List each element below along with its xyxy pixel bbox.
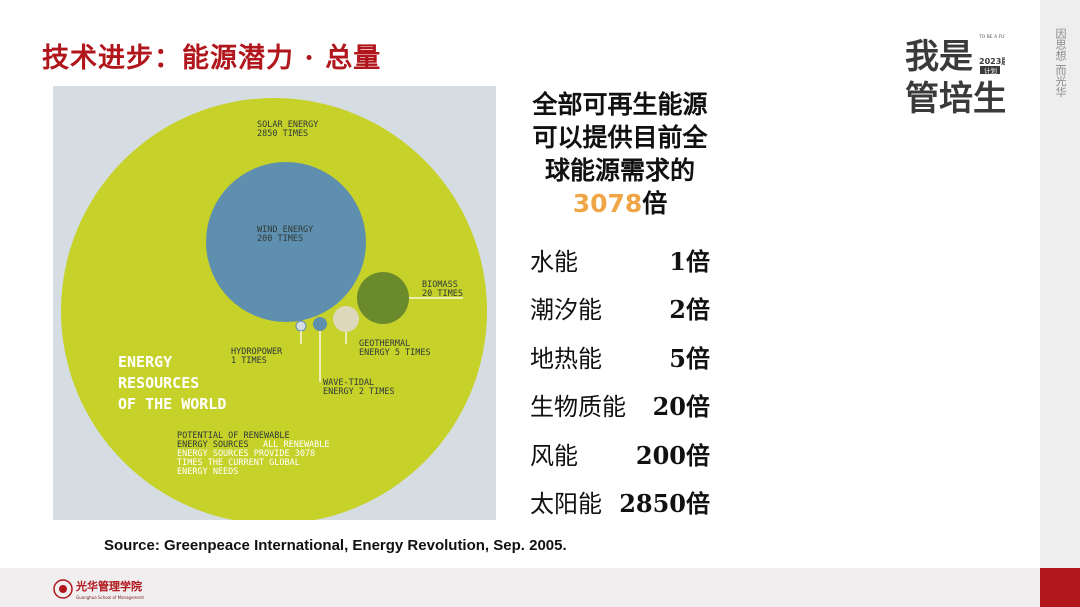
- energy-row-label: 生物质能: [530, 393, 626, 421]
- logo-main-text-1: 我是: [905, 37, 973, 77]
- slide-title: 技术进步：能源潜力 · 总量: [42, 43, 382, 74]
- energy-row: 太阳能 2850倍: [530, 484, 710, 524]
- logo-main-text-2: 管培生: [905, 79, 1005, 118]
- energy-row-label: 太阳能: [530, 490, 602, 518]
- school-name-en: Guanghua School of Management: [76, 595, 144, 600]
- energy-row-label: 地热能: [530, 345, 602, 373]
- energy-row: 潮汐能 2倍: [530, 290, 710, 330]
- energy-row-value: 1倍: [669, 247, 710, 276]
- geothermal-label-1: GEOTHERMAL: [359, 339, 410, 349]
- energy-row: 风能 200倍: [530, 436, 710, 476]
- wind-label-2: 200 TIMES: [257, 234, 303, 244]
- wave-tidal-label-1: WAVE-TIDAL: [323, 378, 374, 388]
- side-slogan: 因思想 而光华: [1054, 28, 1067, 98]
- potential-label-inline: ALL RENEWABLE: [263, 440, 330, 450]
- potential-label-3: ENERGY SOURCES PROVIDE 3078: [177, 449, 315, 459]
- potential-label-5: ENERGY NEEDS: [177, 467, 238, 477]
- school-emblem-icon: [53, 579, 73, 599]
- logo-badge: 计划: [984, 66, 997, 75]
- main-label-1: ENERGY: [118, 353, 172, 371]
- hydropower-label-2: 1 TIMES: [231, 356, 267, 366]
- energy-row-label: 风能: [530, 442, 578, 470]
- solar-label-1: SOLAR ENERGY: [257, 120, 318, 130]
- headline-line-3: 球能源需求的: [544, 156, 695, 185]
- headline-suffix: 倍: [642, 189, 668, 218]
- headline-line-2: 可以提供目前全: [532, 123, 708, 152]
- wind-energy-circle: [206, 162, 366, 322]
- potential-label-4: TIMES THE CURRENT GLOBAL: [177, 458, 300, 468]
- school-name-cn: 光华管理学院: [75, 579, 142, 593]
- energy-row-value: 5倍: [669, 344, 710, 373]
- footer-accent: [1040, 568, 1080, 607]
- energy-row: 水能 1倍: [530, 242, 710, 282]
- hydropower-label-1: HYDROPOWER: [231, 347, 283, 357]
- energy-row-value: 2倍: [669, 295, 710, 324]
- wave-tidal-label-2: ENERGY 2 TIMES: [323, 387, 395, 397]
- energy-resources-diagram: SOLAR ENERGY 2850 TIMES WIND ENERGY 200 …: [53, 86, 496, 520]
- logo-year: 2023届: [979, 57, 1005, 66]
- energy-row-value: 20倍: [652, 392, 710, 421]
- energy-row-value: 2850倍: [619, 489, 710, 518]
- biomass-label-2: 20 TIMES: [422, 289, 463, 299]
- source-citation: Source: Greenpeace International, Energy…: [104, 537, 567, 554]
- geothermal-label-2: ENERGY 5 TIMES: [359, 348, 431, 358]
- headline-line-1: 全部可再生能源: [532, 90, 708, 119]
- logo-badge-bg: [980, 66, 1000, 74]
- main-label-2: RESOURCES: [118, 374, 199, 392]
- potential-label-1: POTENTIAL OF RENEWABLE: [177, 431, 290, 441]
- school-emblem-core: [59, 585, 67, 593]
- biomass-circle: [357, 272, 409, 324]
- biomass-label-1: BIOMASS: [422, 280, 458, 290]
- headline-number: 3078: [572, 189, 643, 218]
- geothermal-circle: [333, 306, 359, 332]
- energy-row-label: 潮汐能: [530, 296, 602, 324]
- energy-row-value: 200倍: [635, 441, 710, 470]
- energy-row-label: 水能: [530, 248, 578, 276]
- wind-label-1: WIND ENERGY: [257, 225, 313, 235]
- main-label-3: OF THE WORLD: [118, 395, 226, 413]
- solar-label-2: 2850 TIMES: [257, 129, 308, 139]
- potential-label-2: ENERGY SOURCES: [177, 440, 249, 450]
- hydropower-circle: [295, 320, 307, 332]
- program-logo: 我是 管培生 TO BE A FUTURE LEADER 2023届 计划: [905, 34, 1005, 118]
- right-side-strip: [1040, 0, 1080, 568]
- school-logo: 光华管理学院 Guanghua School of Management: [53, 579, 144, 600]
- energy-row: 地热能 5倍: [530, 339, 710, 379]
- headline: 全部可再生能源 可以提供目前全 球能源需求的 3078倍: [510, 88, 730, 220]
- headline-line-4: 3078倍: [510, 187, 730, 220]
- footer-bar: [0, 568, 1080, 607]
- energy-row: 生物质能 20倍: [530, 387, 710, 427]
- wave-tidal-circle: [313, 317, 327, 331]
- logo-tagline: TO BE A FUTURE LEADER: [978, 34, 1005, 40]
